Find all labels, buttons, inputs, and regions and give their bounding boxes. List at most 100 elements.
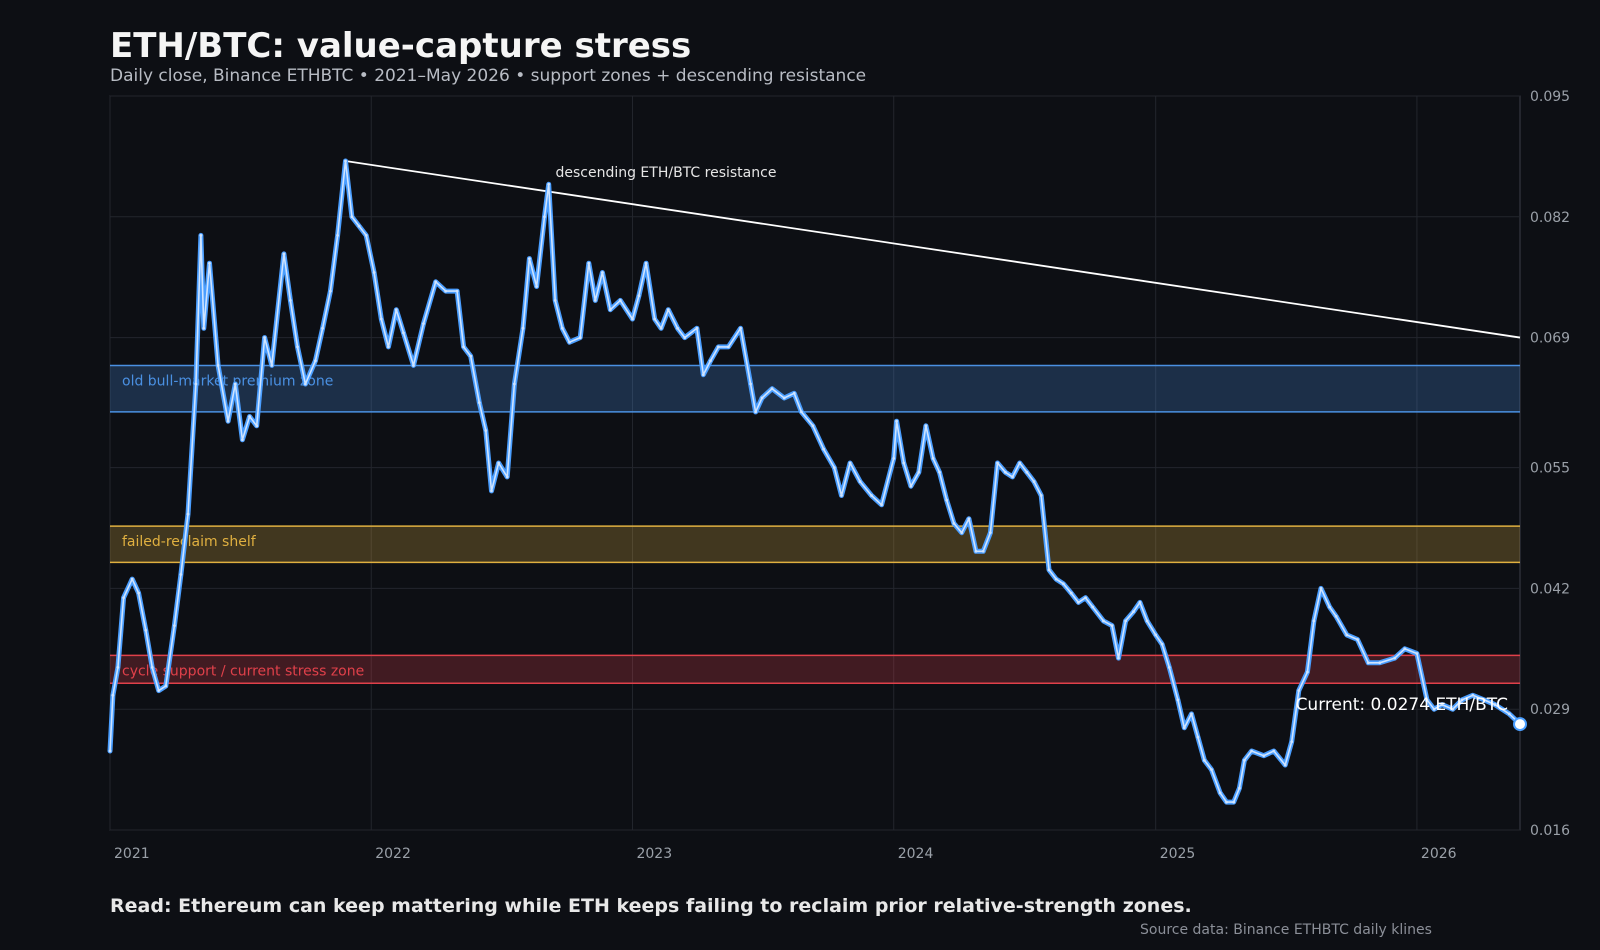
data-point: [1507, 712, 1511, 716]
zone-label: failed-reclaim shelf: [122, 534, 257, 550]
data-point: [444, 289, 448, 293]
data-point: [505, 475, 509, 479]
data-point: [739, 326, 742, 330]
zone-band: [110, 526, 1520, 563]
data-point: [469, 354, 473, 358]
data-point: [357, 224, 361, 228]
data-point: [1225, 800, 1228, 804]
data-point: [1084, 596, 1087, 600]
data-point: [1091, 605, 1095, 609]
data-point: [1297, 689, 1301, 693]
data-point: [695, 326, 699, 330]
data-point: [282, 252, 286, 256]
data-point: [870, 494, 873, 497]
data-point: [931, 456, 935, 460]
data-point: [1145, 619, 1149, 623]
data-point: [314, 359, 317, 363]
zone-label: old bull-market premium zone: [122, 373, 333, 389]
data-point: [608, 308, 612, 312]
data-point: [938, 470, 941, 474]
y-tick-label: 0.029: [1530, 702, 1570, 718]
series-line: [109, 160, 1521, 803]
zone-layer: old bull-market premium zone failed-recla…: [110, 364, 1520, 684]
data-point: [490, 489, 493, 493]
data-point: [1210, 768, 1213, 772]
data-point: [917, 470, 921, 474]
data-point: [497, 461, 501, 465]
data-point: [782, 396, 786, 400]
data-point: [216, 364, 220, 367]
data-point: [832, 466, 836, 470]
data-point: [1218, 791, 1222, 795]
data-point: [996, 461, 999, 465]
data-point: [553, 299, 557, 302]
data-point: [199, 233, 203, 237]
data-point: [512, 382, 516, 386]
data-point: [1069, 591, 1073, 595]
data-point: [653, 317, 657, 321]
data-point: [1047, 568, 1051, 572]
data-point: [754, 410, 757, 414]
data-point: [909, 484, 913, 488]
data-point: [666, 308, 670, 312]
data-point: [659, 326, 663, 330]
data-point: [1238, 786, 1241, 790]
data-point: [130, 577, 134, 581]
data-point: [902, 461, 906, 465]
x-tick-label: 2023: [636, 846, 672, 862]
data-point: [226, 419, 230, 423]
data-point: [1471, 693, 1475, 697]
data-point: [462, 345, 465, 349]
data-point: [880, 503, 883, 507]
data-point: [372, 271, 376, 274]
data-point: [981, 549, 985, 553]
data-point: [422, 322, 425, 326]
grid-layer: [109, 95, 1521, 831]
data-point: [1482, 698, 1486, 702]
eth-btc-chart: old bull-market premium zone failed-recla…: [107, 89, 1570, 862]
data-point: [1272, 749, 1276, 753]
y-tick-label: 0.055: [1530, 461, 1570, 477]
data-point: [387, 345, 390, 349]
data-point: [329, 289, 332, 293]
data-point: [1167, 666, 1171, 669]
data-point: [840, 494, 843, 497]
data-point: [1493, 703, 1497, 706]
data-point: [1415, 652, 1419, 655]
data-point: [1328, 605, 1332, 609]
data-point: [173, 624, 176, 627]
data-point: [1032, 480, 1036, 483]
source-note: Source data: Binance ETHBTC daily klines: [1140, 922, 1432, 938]
data-point: [321, 326, 324, 330]
data-point: [1190, 712, 1193, 716]
data-point: [1154, 633, 1158, 637]
data-point: [179, 573, 183, 576]
resistance-label: descending ETH/BTC resistance: [555, 165, 776, 181]
y-tick-label: 0.095: [1530, 89, 1570, 105]
data-point: [770, 387, 774, 391]
data-point: [1018, 461, 1022, 465]
data-point: [637, 294, 641, 298]
data-point: [988, 531, 992, 535]
data-point: [1366, 661, 1370, 665]
data-point: [255, 424, 259, 428]
x-tick-label: 2025: [1160, 846, 1196, 862]
data-point: [1262, 754, 1266, 758]
data-point: [1378, 661, 1382, 665]
data-point: [288, 299, 292, 302]
x-tick-label: 2024: [898, 846, 934, 862]
plot-frame: [109, 95, 1521, 831]
data-point: [528, 257, 531, 260]
data-point: [364, 233, 368, 237]
data-point: [1306, 670, 1309, 674]
data-point: [194, 382, 198, 386]
data-point: [164, 684, 168, 688]
data-point: [1117, 656, 1120, 660]
zone-label: cycle support / current stress zone: [122, 663, 364, 679]
data-point: [1011, 475, 1014, 479]
data-point: [593, 299, 597, 302]
series-layer: [107, 158, 1523, 805]
data-point: [631, 317, 634, 321]
data-point: [157, 689, 161, 693]
data-point: [578, 336, 582, 339]
